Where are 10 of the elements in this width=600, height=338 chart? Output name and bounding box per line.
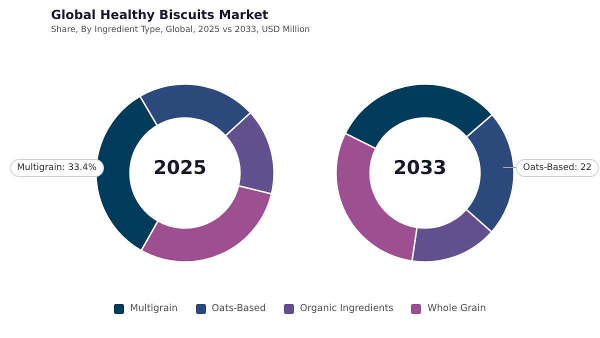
- slice-label: 2025: [154, 157, 206, 179]
- legend-label: Multigrain: [130, 303, 178, 314]
- slice-label: 2033: [394, 157, 446, 179]
- text: Multigrain: 33.4%: [10, 159, 104, 177]
- legend-label: Organic Ingredients: [300, 303, 394, 314]
- chart-title: Global Healthy Biscuits Market: [51, 7, 268, 22]
- legend-label: Whole Grain: [427, 303, 486, 314]
- legend-label: Oats-Based: [212, 303, 266, 314]
- chart-subtitle: Share, By Ingredient Type, Global, 2025 vs 2033, USD Million: [51, 25, 310, 35]
- text: Oats-Based: 22: [516, 159, 599, 177]
